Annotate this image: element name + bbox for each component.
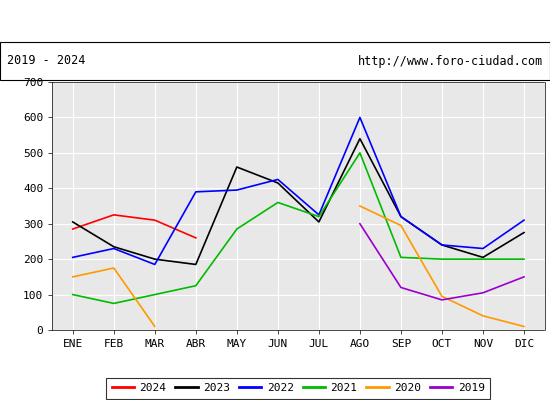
Text: http://www.foro-ciudad.com: http://www.foro-ciudad.com	[358, 54, 543, 68]
Legend: 2024, 2023, 2022, 2021, 2020, 2019: 2024, 2023, 2022, 2021, 2020, 2019	[106, 378, 491, 399]
Text: Evolucion Nº Turistas Nacionales en el municipio de Aspariegos: Evolucion Nº Turistas Nacionales en el m…	[43, 14, 507, 28]
Text: 2019 - 2024: 2019 - 2024	[7, 54, 85, 68]
